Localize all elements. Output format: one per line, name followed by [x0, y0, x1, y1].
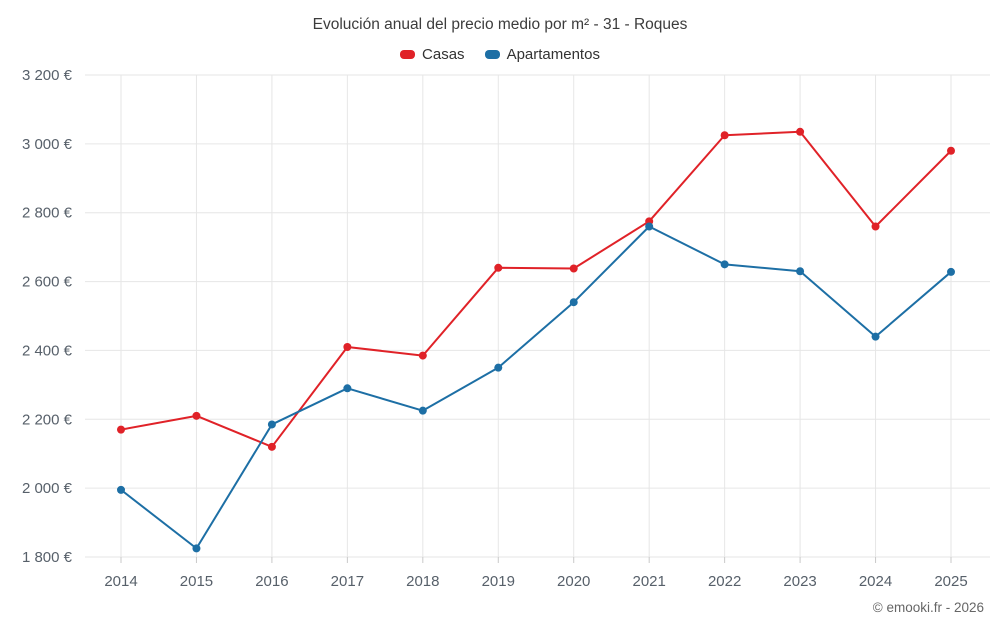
y-axis-label: 2 800 €	[22, 205, 73, 222]
data-point-casas[interactable]	[117, 425, 125, 434]
x-axis-label: 2016	[255, 573, 288, 590]
data-point-casas[interactable]	[343, 342, 352, 351]
data-point-casas[interactable]	[569, 264, 578, 273]
legend-item-casas[interactable]: Casas	[400, 46, 465, 63]
data-point-apartamentos[interactable]	[267, 420, 276, 429]
y-axis-label: 3 200 €	[22, 67, 73, 84]
y-axis-label: 1 800 €	[22, 549, 73, 566]
data-point-casas[interactable]	[192, 411, 201, 420]
x-axis-label: 2023	[783, 573, 816, 590]
y-axis-label: 2 200 €	[22, 411, 73, 428]
data-point-apartamentos[interactable]	[871, 332, 880, 341]
x-axis-label: 2017	[331, 573, 364, 590]
y-axis-label: 2 600 €	[22, 274, 73, 291]
data-point-apartamentos[interactable]	[645, 222, 654, 231]
chart-legend: Casas Apartamentos	[0, 46, 1000, 63]
data-point-apartamentos[interactable]	[192, 544, 201, 553]
y-axis-label: 2 000 €	[22, 480, 73, 497]
chart-title: Evolución anual del precio medio por m² …	[312, 16, 688, 33]
apartamentos-series-marker-icon	[484, 50, 500, 59]
data-point-apartamentos[interactable]	[720, 260, 729, 269]
data-point-casas[interactable]	[418, 351, 427, 360]
x-axis-label: 2020	[557, 573, 590, 590]
legend-label-casas: Casas	[422, 46, 465, 63]
x-axis-label: 2014	[104, 573, 137, 590]
x-axis-label: 2018	[406, 573, 439, 590]
data-point-casas[interactable]	[267, 442, 276, 451]
legend-item-apartamentos[interactable]: Apartamentos	[484, 46, 600, 63]
x-axis-label: 2024	[859, 573, 892, 590]
data-point-casas[interactable]	[796, 127, 805, 136]
copyright: © emooki.fr - 2026	[872, 600, 984, 615]
data-point-apartamentos[interactable]	[796, 267, 805, 276]
data-point-casas[interactable]	[871, 222, 880, 231]
data-point-apartamentos[interactable]	[947, 267, 955, 276]
casas-series-marker-icon	[400, 50, 416, 59]
x-axis-label: 2015	[180, 573, 213, 590]
series-line-apartamentos	[120, 225, 952, 550]
data-point-casas[interactable]	[720, 131, 729, 140]
x-axis-label: 2025	[934, 573, 967, 590]
y-axis-label: 3 000 €	[22, 136, 73, 153]
x-axis-label: 2021	[632, 573, 665, 590]
data-point-apartamentos[interactable]	[418, 406, 427, 415]
data-point-casas[interactable]	[947, 146, 955, 155]
x-axis-label: 2019	[482, 573, 515, 590]
x-axis-label: 2022	[708, 573, 741, 590]
data-point-casas[interactable]	[494, 263, 503, 272]
legend-label-apartamentos: Apartamentos	[506, 46, 600, 63]
data-point-apartamentos[interactable]	[343, 384, 352, 393]
y-axis-label: 2 400 €	[22, 342, 73, 359]
data-point-apartamentos[interactable]	[569, 298, 578, 307]
data-point-apartamentos[interactable]	[117, 485, 125, 494]
series-line-casas	[120, 130, 952, 448]
data-point-apartamentos[interactable]	[494, 363, 503, 372]
